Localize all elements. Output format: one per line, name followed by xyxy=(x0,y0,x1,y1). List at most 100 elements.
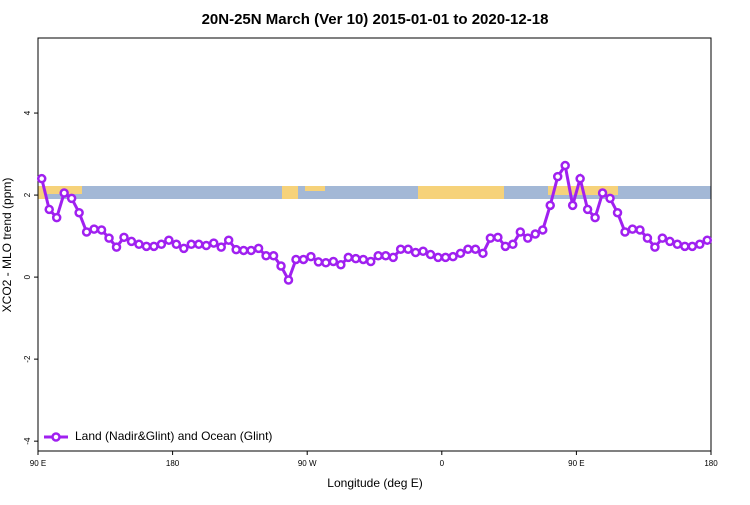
data-point xyxy=(216,242,226,252)
data-point xyxy=(582,204,593,215)
data-point xyxy=(657,233,668,243)
data-point xyxy=(455,248,466,259)
data-point xyxy=(672,239,683,250)
plot-frame xyxy=(37,37,712,452)
data-point xyxy=(440,252,451,263)
data-point xyxy=(538,225,548,235)
y-tick-label: -4 xyxy=(23,437,32,445)
data-point xyxy=(515,227,526,237)
x-tick-label: 0 xyxy=(440,459,445,468)
data-point xyxy=(201,240,211,251)
data-point xyxy=(545,200,555,211)
data-point xyxy=(612,207,623,218)
data-point xyxy=(463,244,473,254)
land xyxy=(38,186,46,199)
data-point xyxy=(560,160,570,171)
data-point xyxy=(111,242,122,252)
data-point xyxy=(74,207,84,218)
data-point xyxy=(104,233,114,243)
data-point xyxy=(283,275,294,285)
data-point xyxy=(59,188,69,198)
data-point xyxy=(493,232,503,243)
land xyxy=(282,186,298,199)
legend-marker xyxy=(51,432,61,442)
data-point xyxy=(702,235,713,245)
data-point xyxy=(44,204,54,215)
data-point xyxy=(51,212,62,223)
data-point xyxy=(478,248,488,259)
x-tick-label: 90 E xyxy=(30,459,46,468)
data-point xyxy=(328,256,339,267)
data-point xyxy=(530,229,541,239)
data-point xyxy=(665,236,675,247)
data-point xyxy=(231,244,241,255)
data-point xyxy=(500,241,511,252)
data-point xyxy=(552,171,563,182)
y-tick-label: 0 xyxy=(23,274,32,279)
data-point xyxy=(171,239,182,250)
data-point xyxy=(366,256,376,267)
data-point xyxy=(298,254,309,265)
y-tick-label: 2 xyxy=(23,192,32,197)
y-axis-label: XCO2 - MLO trend (ppm) xyxy=(0,178,14,313)
data-point xyxy=(650,242,660,252)
data-point xyxy=(470,244,481,254)
data-point xyxy=(89,224,99,234)
data-point xyxy=(238,245,249,256)
x-tick-label: 90 E xyxy=(568,459,584,468)
data-point xyxy=(96,225,107,235)
data-point xyxy=(208,238,219,248)
data-point xyxy=(134,239,144,250)
land xyxy=(418,186,504,199)
data-point xyxy=(635,225,645,235)
data-point xyxy=(268,251,279,261)
data-point xyxy=(380,251,391,261)
data-point xyxy=(179,243,189,254)
data-point xyxy=(395,244,406,254)
data-point xyxy=(194,239,204,250)
data-point xyxy=(36,173,47,184)
data-point xyxy=(156,239,167,250)
data-point xyxy=(567,200,578,211)
data-point xyxy=(336,260,346,270)
data-point xyxy=(81,227,92,237)
data-point xyxy=(597,188,608,198)
data-point xyxy=(358,254,369,265)
data-point xyxy=(508,239,518,250)
data-point xyxy=(343,252,354,263)
data-point xyxy=(605,193,615,204)
data-point xyxy=(186,239,197,250)
data-point xyxy=(149,241,159,252)
data-point xyxy=(306,251,316,262)
data-point xyxy=(575,173,585,184)
data-point xyxy=(253,243,264,254)
data-point xyxy=(373,251,383,261)
data-point xyxy=(66,193,77,204)
legend-label: Land (Nadir&Glint) and Ocean (Glint) xyxy=(75,429,272,443)
data-point xyxy=(126,236,137,247)
data-point xyxy=(388,252,398,263)
data-point xyxy=(291,254,301,265)
data-point xyxy=(141,241,152,252)
data-point xyxy=(261,251,271,261)
data-point xyxy=(680,241,690,252)
x-tick-label: 180 xyxy=(166,459,180,468)
data-point xyxy=(620,227,630,237)
data-point xyxy=(351,253,361,264)
data-point xyxy=(276,261,286,271)
data-point xyxy=(425,249,436,260)
data-point xyxy=(627,224,638,234)
data-point xyxy=(433,252,443,263)
x-tick-label: 180 xyxy=(704,459,718,468)
data-point xyxy=(418,246,428,257)
data-point xyxy=(590,212,600,223)
data-point xyxy=(695,239,705,250)
y-tick-label: 4 xyxy=(23,110,32,115)
land xyxy=(305,186,325,191)
x-axis-label: Longitude (deg E) xyxy=(327,476,422,490)
ocean-band xyxy=(38,186,711,199)
data-point xyxy=(246,245,256,256)
x-tick-label: 90 W xyxy=(298,459,317,468)
